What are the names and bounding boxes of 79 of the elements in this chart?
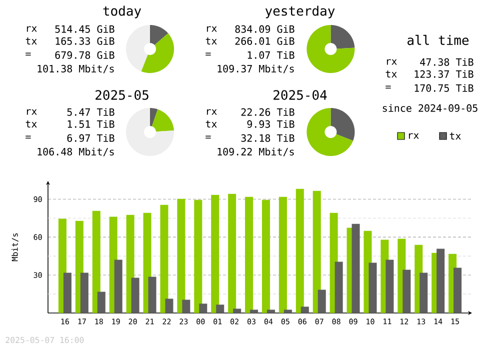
text: = (386, 86, 391, 89)
text: rx (206, 109, 217, 115)
text: = (26, 136, 31, 139)
text: 106.48 Mbit/s (38, 148, 114, 156)
text: since 2024-09-05 (382, 104, 478, 112)
chart-title: today (103, 6, 142, 18)
text: 514.45 GiB (55, 25, 114, 33)
bar (420, 272, 428, 313)
text: 47.38 TiB (420, 58, 474, 66)
text: tx (386, 70, 397, 78)
text: all time (408, 34, 469, 46)
bar (160, 204, 168, 313)
bar (80, 272, 88, 313)
bar (278, 196, 287, 313)
bar (368, 262, 377, 313)
text: rx (26, 109, 37, 115)
bar (199, 304, 208, 313)
text: 679.78 GiB (55, 51, 114, 59)
text: tx (206, 37, 217, 45)
text: 109.37 Mbit/s (218, 64, 294, 74)
text: 5.47 TiB (67, 108, 114, 116)
text: tx (26, 120, 37, 128)
text: 834.09 GiB (235, 25, 294, 33)
bar (114, 260, 122, 313)
y-axis-title: Mbit/s (12, 233, 18, 262)
bar (63, 272, 72, 313)
bar (165, 298, 174, 313)
bar (216, 304, 224, 313)
bar (284, 310, 292, 313)
bar (262, 200, 270, 313)
text: rx (206, 26, 217, 32)
bar (245, 196, 254, 313)
bar (97, 292, 106, 313)
text: = (206, 52, 211, 56)
chart-title: 2025-04 (274, 90, 327, 100)
text: 1.51 TiB (68, 120, 114, 128)
text: 9.93 TiB (247, 120, 294, 128)
text: 109.22 Mbit/s (218, 148, 294, 156)
legend-label: rx (408, 133, 419, 139)
legend-label: tx (450, 132, 461, 140)
bar (233, 308, 242, 313)
text: rx (26, 26, 37, 32)
text: rx (386, 59, 397, 65)
chart-title: 2025-05 (96, 90, 148, 100)
bar (318, 290, 326, 313)
bar (454, 268, 462, 313)
text: 266.01 GiB (235, 37, 294, 45)
bar (92, 210, 100, 313)
bar (386, 260, 394, 313)
bar (296, 188, 304, 313)
text: 1.07 TiB (248, 51, 294, 59)
text: 22.26 TiB (241, 108, 294, 116)
bar (182, 300, 190, 313)
text: 170.75 TiB (414, 84, 474, 92)
bar (194, 200, 202, 313)
text: 6.97 TiB (67, 134, 114, 142)
text: 165.33 GiB (56, 37, 114, 45)
text: 32.18 TiB (241, 134, 294, 142)
text: tx (26, 37, 37, 45)
bar (352, 224, 360, 313)
bar (148, 276, 156, 313)
text: 123.37 TiB (414, 70, 474, 78)
text: 2025-05-07 16:00 (6, 336, 84, 344)
text: = (206, 136, 211, 139)
bar (402, 270, 411, 313)
text: tx (206, 120, 217, 128)
bar (436, 248, 445, 313)
chart-title: yesterday (265, 6, 335, 18)
bar (250, 310, 258, 313)
bar (266, 310, 275, 313)
text: = (26, 52, 31, 56)
bar (228, 194, 236, 313)
bar (177, 198, 186, 313)
bar (312, 190, 321, 313)
bar (334, 262, 343, 313)
bar (131, 278, 140, 313)
bar (211, 194, 220, 313)
text: 101.38 Mbit/s (38, 64, 114, 74)
bar (300, 306, 309, 313)
